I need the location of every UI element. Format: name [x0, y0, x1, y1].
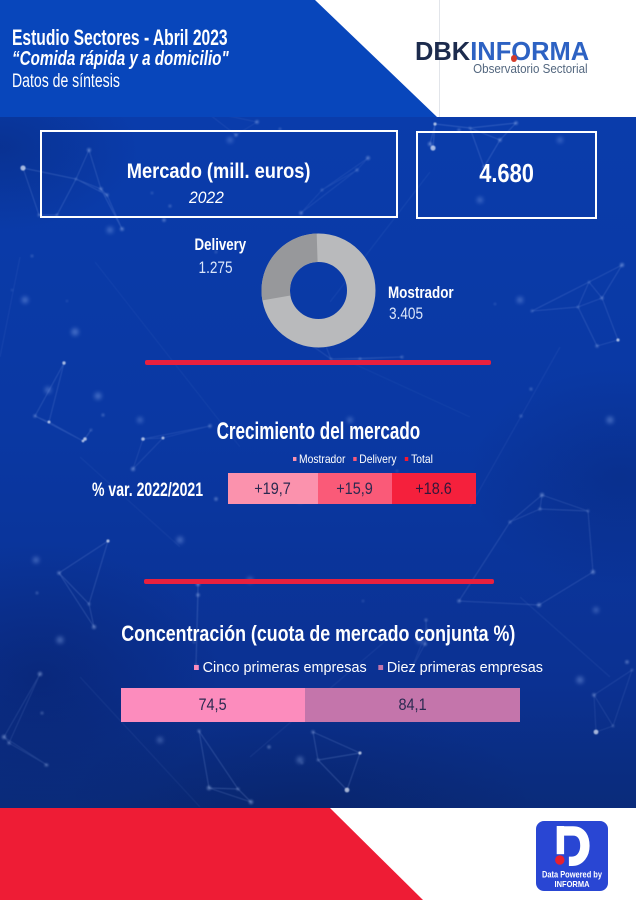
- svg-text:Data Powered by: Data Powered by: [542, 870, 602, 880]
- svg-text:INFORMA: INFORMA: [555, 879, 590, 889]
